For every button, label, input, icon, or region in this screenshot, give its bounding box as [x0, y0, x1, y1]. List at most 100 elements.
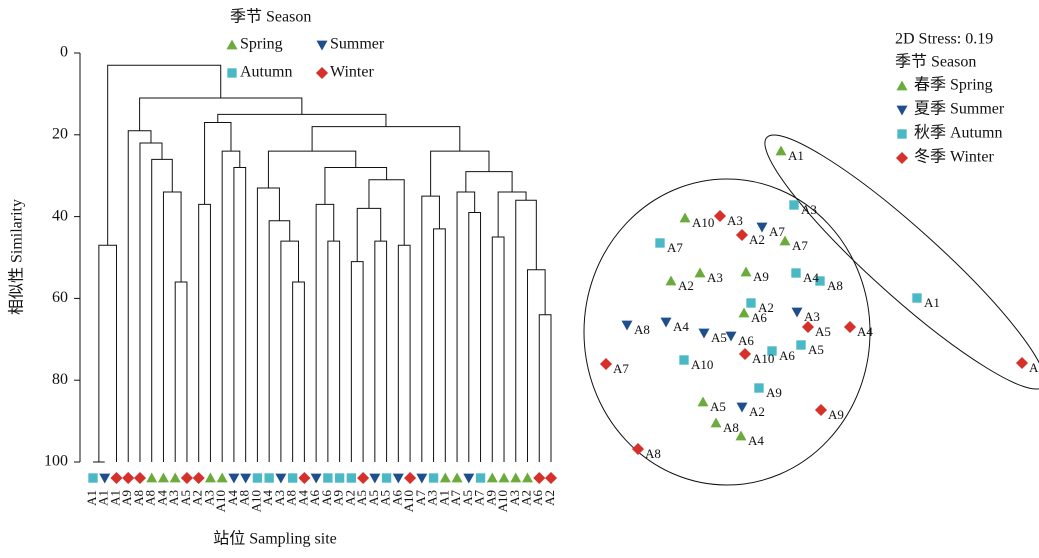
leaf-label: A10	[401, 490, 416, 512]
dendrogram-link	[327, 240, 341, 462]
leaf-label: A4	[260, 490, 275, 506]
dendrogram-link	[433, 228, 446, 462]
marker	[428, 473, 439, 483]
point-label: A7	[792, 238, 808, 253]
point-label: A5	[711, 330, 727, 345]
legend-label: 夏季 Summer	[914, 100, 1005, 118]
point	[713, 209, 727, 223]
y-axis-label: 相似性 Similarity	[8, 199, 26, 315]
legend-label: Autumn	[240, 64, 292, 81]
point-label: A1	[1029, 360, 1039, 375]
marker	[533, 471, 546, 485]
point-label: A10	[691, 357, 713, 372]
legend-title: 季节 Season	[895, 53, 976, 71]
legend-label: Summer	[330, 36, 385, 53]
point	[738, 347, 752, 361]
point	[912, 293, 922, 303]
dendrogram-link	[268, 220, 291, 462]
point	[697, 396, 709, 407]
dendrogram-link	[198, 203, 211, 462]
dendrogram-link	[221, 150, 241, 462]
leaf-label: A5	[378, 490, 393, 506]
point-label: A4	[803, 270, 819, 285]
point-label: A9	[753, 269, 769, 284]
legend-title: 季节 Season	[230, 8, 311, 26]
marker	[228, 473, 240, 484]
dendrogram-link	[350, 261, 364, 462]
marker	[475, 473, 486, 483]
point	[754, 383, 764, 393]
legend-label: 冬季 Winter	[914, 148, 994, 166]
point	[796, 340, 806, 350]
point-label: A6	[738, 333, 754, 348]
marker	[416, 473, 428, 484]
marker	[88, 473, 98, 483]
dendrogram-link	[356, 207, 382, 262]
point-label: A7	[769, 224, 785, 239]
leaf-label: A7	[472, 490, 487, 506]
y-tick-label: 60	[52, 289, 68, 306]
cluster-ellipse	[583, 178, 871, 486]
marker	[110, 471, 123, 485]
leaf-label: A8	[143, 490, 158, 506]
marker	[240, 473, 252, 484]
point-label: A7	[613, 361, 629, 376]
dendrogram-link	[515, 199, 537, 462]
marker	[392, 473, 404, 484]
point	[801, 320, 815, 334]
point-label: A10	[692, 215, 714, 230]
marker	[522, 472, 534, 483]
marker	[204, 472, 216, 483]
point	[791, 268, 801, 278]
point	[735, 430, 747, 441]
point	[775, 145, 787, 156]
point	[843, 320, 857, 334]
marker	[146, 472, 158, 483]
marker	[275, 473, 287, 484]
leaf-label: A2	[190, 490, 205, 506]
point-label: A2	[749, 232, 765, 247]
stress-annotation: 2D Stress: 0.19	[895, 31, 993, 48]
point-label: A8	[827, 278, 843, 293]
leaf-label: A4	[225, 490, 240, 506]
dendrogram-link	[368, 179, 405, 246]
point-label: A3	[707, 270, 723, 285]
dendrogram-link	[538, 314, 552, 462]
point	[815, 276, 825, 286]
point-label: A2	[678, 278, 694, 293]
marker	[122, 471, 135, 485]
leaf-label: A10	[213, 490, 228, 512]
marker	[252, 473, 263, 483]
point	[814, 403, 828, 417]
point	[710, 417, 722, 428]
point-label: A4	[857, 324, 873, 339]
point-label: A5	[815, 324, 831, 339]
leaf-label: A9	[331, 490, 346, 506]
marker	[439, 472, 451, 483]
legend-label: 春季 Spring	[914, 76, 993, 94]
dendrogram-link	[267, 150, 357, 188]
dendrogram-link	[256, 187, 280, 462]
leaf-label: A8	[237, 490, 252, 506]
point	[738, 307, 750, 318]
dendrogram-link	[292, 281, 305, 462]
leaf-label: A10	[248, 490, 263, 512]
legend-label: Spring	[240, 36, 283, 53]
point-label: A9	[828, 407, 844, 422]
marker	[157, 472, 169, 483]
dendrogram-link	[217, 113, 387, 127]
dendrogram-link	[465, 171, 513, 193]
point-label: A5	[710, 399, 726, 414]
marker	[180, 471, 193, 485]
leaf-label: A4	[295, 490, 310, 506]
marker	[381, 473, 392, 483]
marker	[323, 473, 333, 483]
leaf-label: A7	[413, 490, 428, 506]
leaf-label: A7	[448, 490, 463, 506]
dendrogram-link	[430, 150, 490, 197]
y-tick-label: 40	[52, 207, 68, 224]
leaf-label: A3	[201, 490, 216, 506]
marker	[895, 151, 909, 165]
point	[679, 212, 691, 223]
marker	[404, 471, 417, 485]
